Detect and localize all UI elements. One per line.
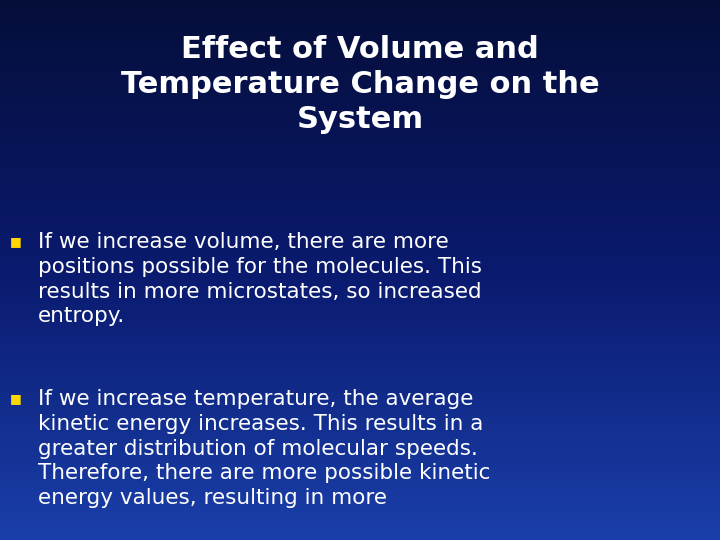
Text: ■: ■	[10, 392, 22, 405]
Text: If we increase temperature, the average
kinetic energy increases. This results i: If we increase temperature, the average …	[38, 389, 490, 508]
Text: Effect of Volume and
Temperature Change on the
System: Effect of Volume and Temperature Change …	[121, 35, 599, 133]
Text: If we increase volume, there are more
positions possible for the molecules. This: If we increase volume, there are more po…	[38, 232, 482, 326]
Text: ■: ■	[10, 235, 22, 248]
